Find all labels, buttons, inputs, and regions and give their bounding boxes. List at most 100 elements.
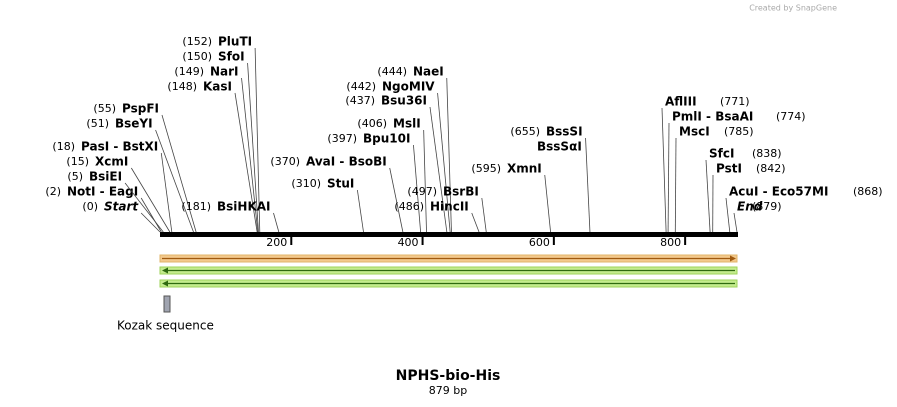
- enzyme-name: AcuI - Eco57MI: [729, 185, 828, 199]
- enzyme-name: Bsu36I: [381, 94, 427, 108]
- enzyme-name: NarI: [210, 65, 239, 79]
- site-label: (181): [181, 200, 211, 213]
- cut-site: [437, 92, 451, 233]
- site-label: (785): [724, 125, 754, 138]
- enzyme-name: XmnI: [507, 162, 542, 176]
- enzyme-name: BssSαI: [537, 140, 582, 154]
- arrowhead: [162, 280, 168, 287]
- credit: Created by SnapGene: [749, 4, 837, 13]
- cut-site: [247, 62, 259, 233]
- enzyme-name: End: [737, 200, 763, 214]
- cut-site: [161, 114, 197, 233]
- site-label: (149): [174, 65, 204, 78]
- enzyme-name: BsiEI: [89, 170, 122, 184]
- cut-site: [733, 212, 738, 233]
- site-label: (838): [752, 147, 782, 160]
- site-label: (2): [45, 185, 61, 198]
- site-label: (868): [853, 185, 883, 198]
- enzyme-name: BseYI: [115, 117, 153, 131]
- site-label: (595): [471, 162, 501, 175]
- enzyme-name: PluTI: [218, 35, 252, 49]
- cut-site: [273, 212, 280, 233]
- site-label: (150): [182, 50, 212, 63]
- enzyme-name: AvaI - BsoBI: [306, 155, 387, 169]
- enzyme-name: MslI: [393, 117, 421, 131]
- cut-site: [140, 212, 161, 233]
- site-label: (55): [93, 102, 116, 115]
- enzyme-name: Start: [104, 200, 139, 214]
- cut-site: [234, 92, 258, 233]
- site-label: (774): [776, 110, 806, 123]
- cut-site: [429, 106, 448, 233]
- enzyme-name: KasI: [203, 80, 232, 94]
- cut-site: [356, 189, 364, 233]
- enzyme-name: StuI: [327, 177, 354, 191]
- enzyme-name: HincII: [430, 200, 469, 214]
- cut-site: [705, 159, 711, 233]
- enzyme-name: BsiHKAI: [217, 200, 271, 214]
- cut-site: [389, 167, 404, 233]
- tick-label: 600: [529, 236, 550, 249]
- enzyme-name: SfcI: [709, 147, 734, 161]
- enzyme-name: XcmI: [95, 155, 128, 169]
- cut-site: [667, 122, 670, 233]
- site-label: (879): [752, 200, 782, 213]
- site-label: (148): [167, 80, 197, 93]
- enzyme-name: PmlI - BsaAI: [672, 110, 753, 124]
- site-label: (397): [327, 132, 357, 145]
- cut-site: [423, 129, 427, 233]
- cut-site: [254, 47, 261, 233]
- cut-site: [725, 197, 731, 233]
- site-label: (15): [66, 155, 89, 168]
- cut-site: [471, 212, 480, 233]
- kozak-box: [163, 295, 171, 313]
- site-label: (0): [82, 200, 98, 213]
- site-label: (497): [407, 185, 437, 198]
- cut-site: [481, 197, 487, 233]
- feature-label: Kozak sequence: [117, 319, 214, 333]
- features: [159, 254, 738, 313]
- site-label: (486): [394, 200, 424, 213]
- enzyme-name: PstI: [716, 162, 742, 176]
- cut-site: [413, 144, 422, 233]
- enzyme-name: NotI - EagI: [67, 185, 138, 199]
- cut-site: [124, 182, 164, 233]
- enzyme-name: PspFI: [122, 102, 159, 116]
- enzyme-name: PasI - BstXI: [81, 140, 158, 154]
- enzyme-name: AflIII: [665, 95, 697, 109]
- cut-site: [674, 137, 677, 233]
- cut-site: [131, 167, 171, 233]
- arrowhead: [730, 255, 736, 262]
- cut-site: [241, 77, 259, 233]
- site-label: (152): [182, 35, 212, 48]
- site-label: (437): [345, 94, 375, 107]
- enzyme-name: SfoI: [218, 50, 245, 64]
- site-label: (18): [52, 140, 75, 153]
- length: 879 bp: [429, 384, 467, 397]
- cut-site: [544, 174, 551, 233]
- site-label: (5): [67, 170, 83, 183]
- arrowhead: [162, 267, 168, 274]
- title: NPHS-bio-His: [396, 368, 501, 384]
- cut-site: [661, 107, 667, 233]
- tick-label: 400: [398, 236, 419, 249]
- cut-site: [160, 152, 173, 233]
- sequence-line: [160, 232, 738, 237]
- site-label: (444): [377, 65, 407, 78]
- enzyme-name: NaeI: [413, 65, 444, 79]
- enzyme-name: BsrBI: [443, 185, 479, 199]
- site-label: (442): [346, 80, 376, 93]
- cut-site: [446, 77, 452, 233]
- tick-label: 200: [266, 236, 287, 249]
- cut-site: [585, 137, 591, 233]
- site-label: (406): [357, 117, 387, 130]
- enzyme-name: MscI: [679, 125, 710, 139]
- site-label: (310): [291, 177, 321, 190]
- enzyme-name: BssSI: [546, 125, 583, 139]
- site-label: (771): [720, 95, 750, 108]
- site-label: (842): [756, 162, 786, 175]
- site-label: (51): [86, 117, 109, 130]
- tick-label: 800: [660, 236, 681, 249]
- cut-site: [140, 197, 162, 233]
